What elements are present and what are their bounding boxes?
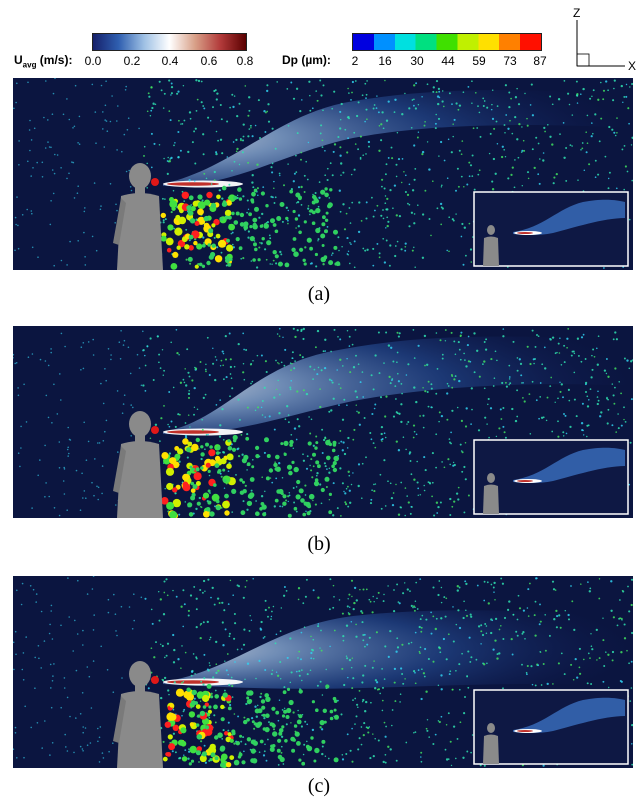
inset-view bbox=[473, 191, 629, 267]
velocity-colorbar-label: Uavg (m/s): bbox=[14, 53, 73, 70]
large-droplets bbox=[160, 434, 340, 518]
particle-cloud bbox=[13, 576, 633, 767]
velocity-colorbar bbox=[92, 33, 247, 51]
simulation-panel-b bbox=[13, 326, 633, 518]
diameter-tick: 87 bbox=[533, 54, 547, 68]
velocity-plume bbox=[163, 90, 633, 188]
velocity-tick: 0.6 bbox=[200, 54, 218, 68]
velocity-plume bbox=[163, 336, 633, 436]
simulation-panel-c bbox=[13, 576, 633, 768]
velocity-tick: 0.4 bbox=[161, 54, 179, 68]
diameter-colorbar bbox=[352, 33, 542, 51]
human-mannequin bbox=[113, 163, 163, 270]
velocity-tick: 0.2 bbox=[123, 54, 141, 68]
inset-view bbox=[473, 439, 629, 515]
inset-view bbox=[473, 689, 629, 765]
human-mannequin bbox=[113, 661, 163, 768]
human-mannequin bbox=[113, 411, 163, 518]
diameter-colorbar-label: Dp (µm): bbox=[282, 53, 331, 67]
x-axis-label: X bbox=[628, 59, 637, 73]
simulation-image-b bbox=[13, 326, 633, 518]
simulation-image-a bbox=[13, 78, 633, 270]
diameter-tick: 2 bbox=[351, 54, 359, 68]
simulation-image-c bbox=[13, 576, 633, 768]
large-droplets bbox=[162, 683, 339, 768]
particle-cloud bbox=[13, 78, 633, 269]
diameter-tick: 44 bbox=[441, 54, 455, 68]
z-axis-label: Z bbox=[573, 6, 581, 20]
velocity-tick: 0.8 bbox=[236, 54, 254, 68]
velocity-tick: 0.0 bbox=[84, 54, 102, 68]
panel-caption-c: (c) bbox=[307, 775, 331, 797]
velocity-plume bbox=[163, 610, 633, 689]
panel-caption-a: (a) bbox=[307, 283, 331, 305]
diameter-tick: 16 bbox=[378, 54, 392, 68]
axis-triad: Z X bbox=[567, 6, 637, 73]
large-droplets bbox=[160, 185, 341, 270]
simulation-panel-a bbox=[13, 78, 633, 270]
panel-caption-b: (b) bbox=[307, 533, 331, 555]
diameter-tick: 59 bbox=[472, 54, 486, 68]
diameter-tick: 30 bbox=[410, 54, 424, 68]
diameter-tick: 73 bbox=[503, 54, 517, 68]
